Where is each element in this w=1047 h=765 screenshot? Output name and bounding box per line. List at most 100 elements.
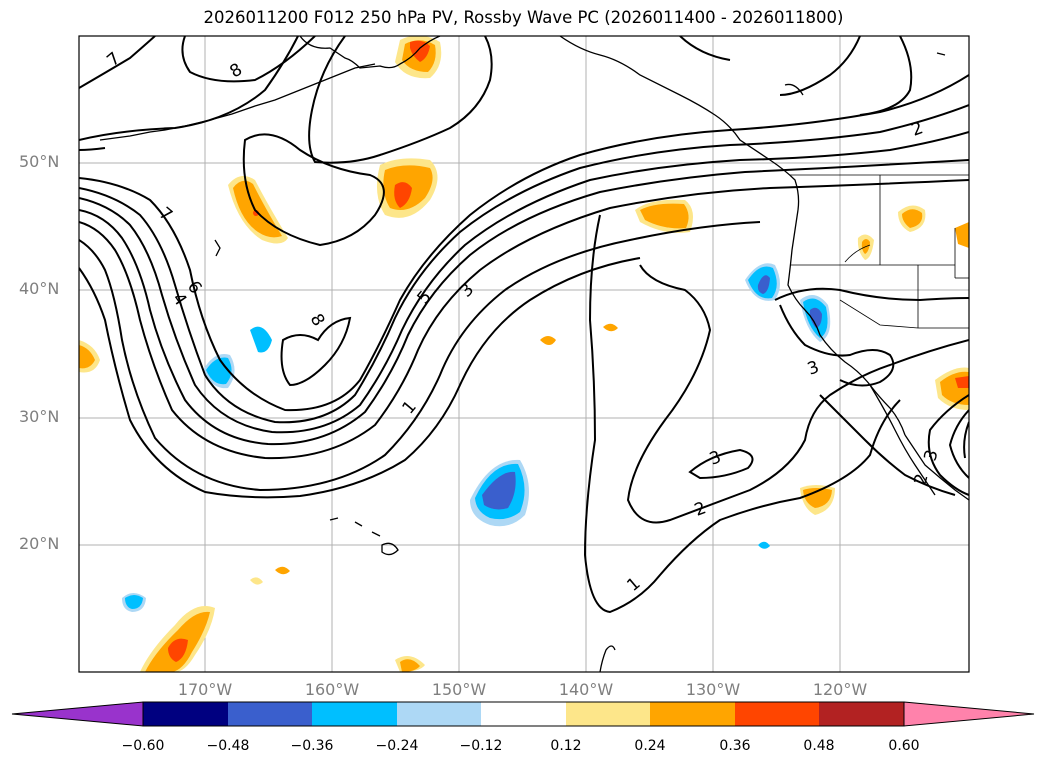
colorbar-tick-label: −0.60	[121, 738, 165, 754]
anomaly-patch-small-2	[603, 323, 618, 332]
anomaly-patch-tiny-sw	[758, 541, 770, 549]
contour-line	[583, 214, 901, 614]
contour-line	[79, 131, 969, 434]
anomaly-patch-california	[745, 263, 780, 301]
colorbar-bin	[481, 702, 566, 726]
contour-line	[774, 287, 969, 302]
contour-line	[79, 104, 969, 424]
anomaly-patch-colorado	[955, 222, 969, 248]
lat-label-50n: 50°N	[19, 152, 60, 171]
colorbar-tick-label: −0.48	[206, 738, 250, 754]
contour-label: 7	[103, 49, 124, 71]
lon-label-140w: 140°W	[558, 680, 614, 699]
contour-line	[308, 36, 493, 164]
contour-line	[679, 36, 731, 61]
anomaly-patch-offshore	[635, 199, 694, 233]
lon-label-160w: 160°W	[304, 680, 360, 699]
contour-line	[79, 36, 299, 141]
anomaly-patch-west-small	[250, 326, 272, 353]
island-small-3	[784, 83, 804, 96]
colorbar-bin	[819, 702, 904, 726]
anomaly-patch-gulf	[376, 158, 438, 218]
gridlines	[79, 36, 969, 672]
contour-label: 3	[805, 357, 822, 379]
map-title: 2026011200 F012 250 hPa PV, Rossby Wave …	[203, 8, 844, 27]
colorbar-bin	[228, 702, 312, 726]
anomaly-patch-ne-pacific	[395, 36, 442, 79]
colorbar-bin	[650, 702, 735, 726]
anomaly-patch-socal	[800, 295, 831, 342]
contour-line	[280, 316, 352, 387]
anomaly-patch-west-trough	[203, 354, 235, 389]
colorbar-bin	[143, 702, 228, 726]
anomaly-patch-mexico	[935, 367, 969, 410]
lat-label-40n: 40°N	[19, 279, 60, 298]
colorbar-extend-low	[11, 701, 144, 727]
contour-line	[626, 264, 969, 524]
anomaly-patch-small-3	[250, 577, 263, 585]
colorbar-tick-label: 0.48	[803, 738, 835, 754]
contours	[79, 36, 969, 614]
contour-label: 3	[456, 280, 478, 302]
contour-label: 8	[306, 311, 329, 330]
contour-label: 4	[168, 289, 191, 309]
pacific-northwest-coast	[787, 209, 906, 436]
anomaly-patch-small-4	[275, 566, 290, 575]
colorbar-bin	[397, 702, 481, 726]
contour-label: 3	[921, 448, 943, 464]
lon-label-150w: 150°W	[431, 680, 487, 699]
contour-line	[779, 36, 861, 96]
contour-line	[779, 304, 895, 387]
borders	[790, 174, 969, 329]
lon-label-120w: 120°W	[812, 680, 868, 699]
contour-line	[688, 448, 754, 480]
colorbar	[11, 701, 1035, 727]
contour-line	[181, 36, 316, 83]
colorbar-tick-label: 0.12	[550, 738, 582, 754]
colorbar-tick-label: 0.36	[719, 738, 751, 754]
contour-line	[79, 159, 969, 446]
mexico-coast	[904, 434, 969, 501]
contour-label: 8	[227, 60, 246, 83]
contour-line	[79, 257, 641, 499]
contour-line	[927, 394, 969, 496]
colorbar-bin	[312, 702, 397, 726]
colorbar-tick-label: 0.60	[888, 738, 920, 754]
positive-anomaly-patches	[79, 36, 969, 672]
anomaly-patch-idaho	[898, 205, 926, 232]
anomaly-patch-small-1	[540, 336, 556, 345]
map-frame	[78, 35, 970, 673]
negative-anomaly-patches	[122, 263, 831, 612]
colorbar-tick-label: −0.24	[375, 738, 419, 754]
colorbar-extend-high	[903, 701, 1035, 727]
colorbar-tick-label: −0.12	[459, 738, 503, 754]
anomaly-patch-southwest	[140, 606, 215, 672]
contour-label: 1	[623, 574, 644, 596]
contour-label: 2	[692, 498, 709, 520]
bc-coast	[559, 36, 800, 211]
island-small-2	[936, 52, 946, 56]
contour-line	[79, 221, 761, 492]
contour-line	[859, 36, 913, 116]
anomaly-patch-central-pacific	[470, 459, 529, 527]
colorbar-tick-label: 0.24	[634, 738, 666, 754]
anomaly-patch-west	[228, 176, 288, 244]
anomaly-patch-nevada	[857, 234, 874, 260]
anomaly-patch-far-west	[122, 593, 146, 612]
lat-label-30n: 30°N	[19, 407, 60, 426]
contour-label: 3	[707, 447, 724, 469]
colorbar-tick-label: −0.36	[290, 738, 334, 754]
contour-line	[948, 409, 969, 479]
lon-label-130w: 130°W	[685, 680, 741, 699]
contour-line	[79, 74, 969, 412]
contour-label: 2	[911, 472, 933, 488]
contour-label: 7	[155, 204, 176, 226]
colorbar-outline	[142, 701, 905, 727]
hawaii-islands	[329, 517, 399, 556]
anomaly-patch-baja	[800, 485, 835, 515]
anomaly-patch-dateline-edge	[79, 340, 100, 373]
colorbar-bin	[735, 702, 819, 726]
aleutian-islands	[99, 63, 376, 141]
alaska-coast	[299, 36, 441, 69]
